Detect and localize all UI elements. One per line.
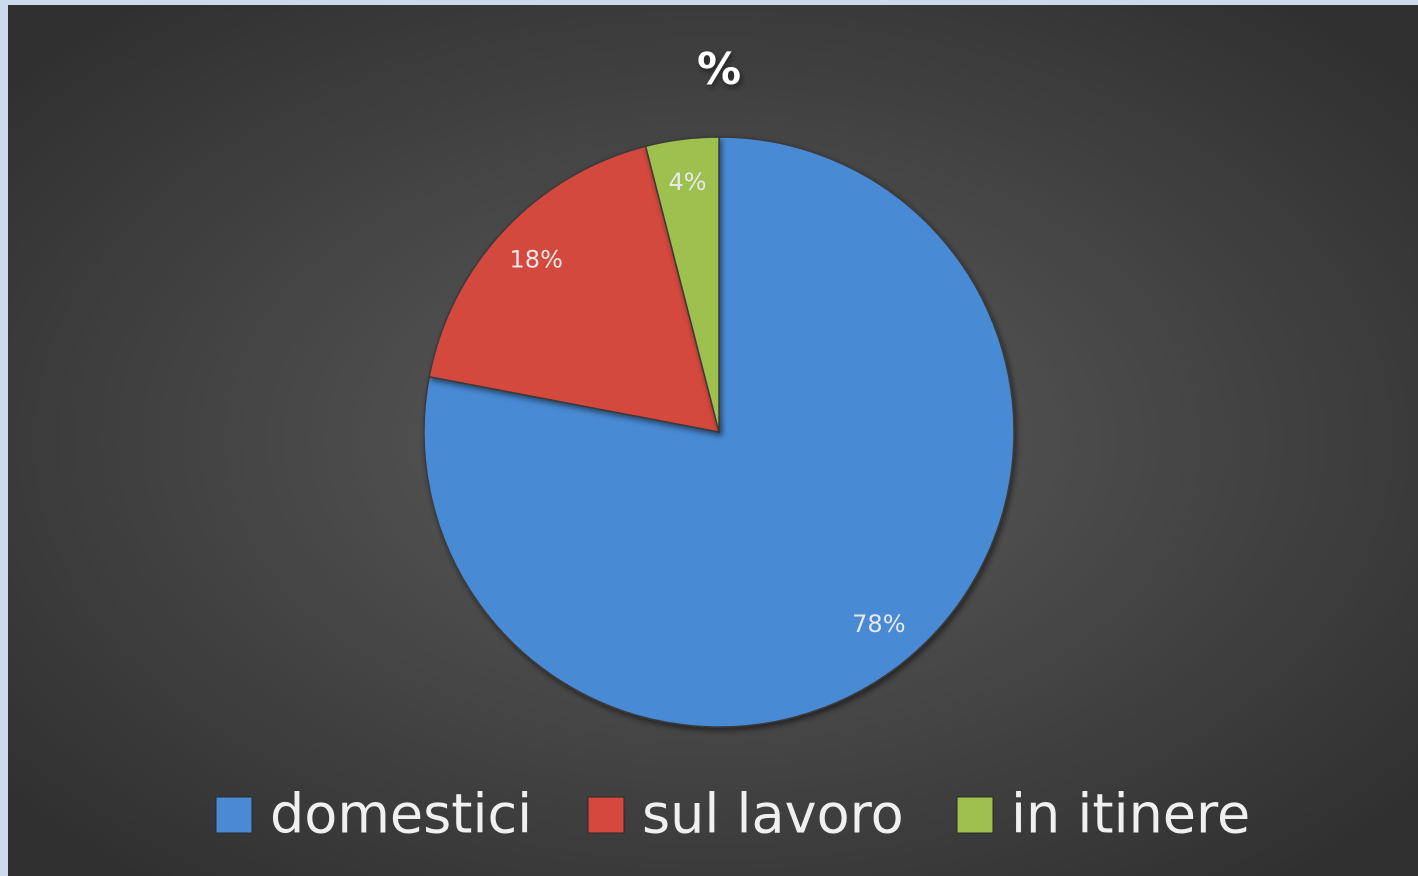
pie-slice (428, 145, 721, 433)
data-label: 18% (510, 245, 563, 273)
legend-swatch (956, 796, 994, 834)
legend-swatch (215, 796, 253, 834)
data-label: 78% (852, 610, 905, 638)
chart-title: % (697, 44, 741, 95)
pie-slice (644, 136, 720, 433)
legend-label: in itinere (1011, 783, 1250, 846)
legend-label: sul lavoro (642, 783, 904, 846)
data-label: 4% (669, 168, 707, 196)
pie-slice (423, 136, 1015, 728)
legend-swatch (587, 796, 625, 834)
legend-label: domestici (270, 783, 532, 846)
